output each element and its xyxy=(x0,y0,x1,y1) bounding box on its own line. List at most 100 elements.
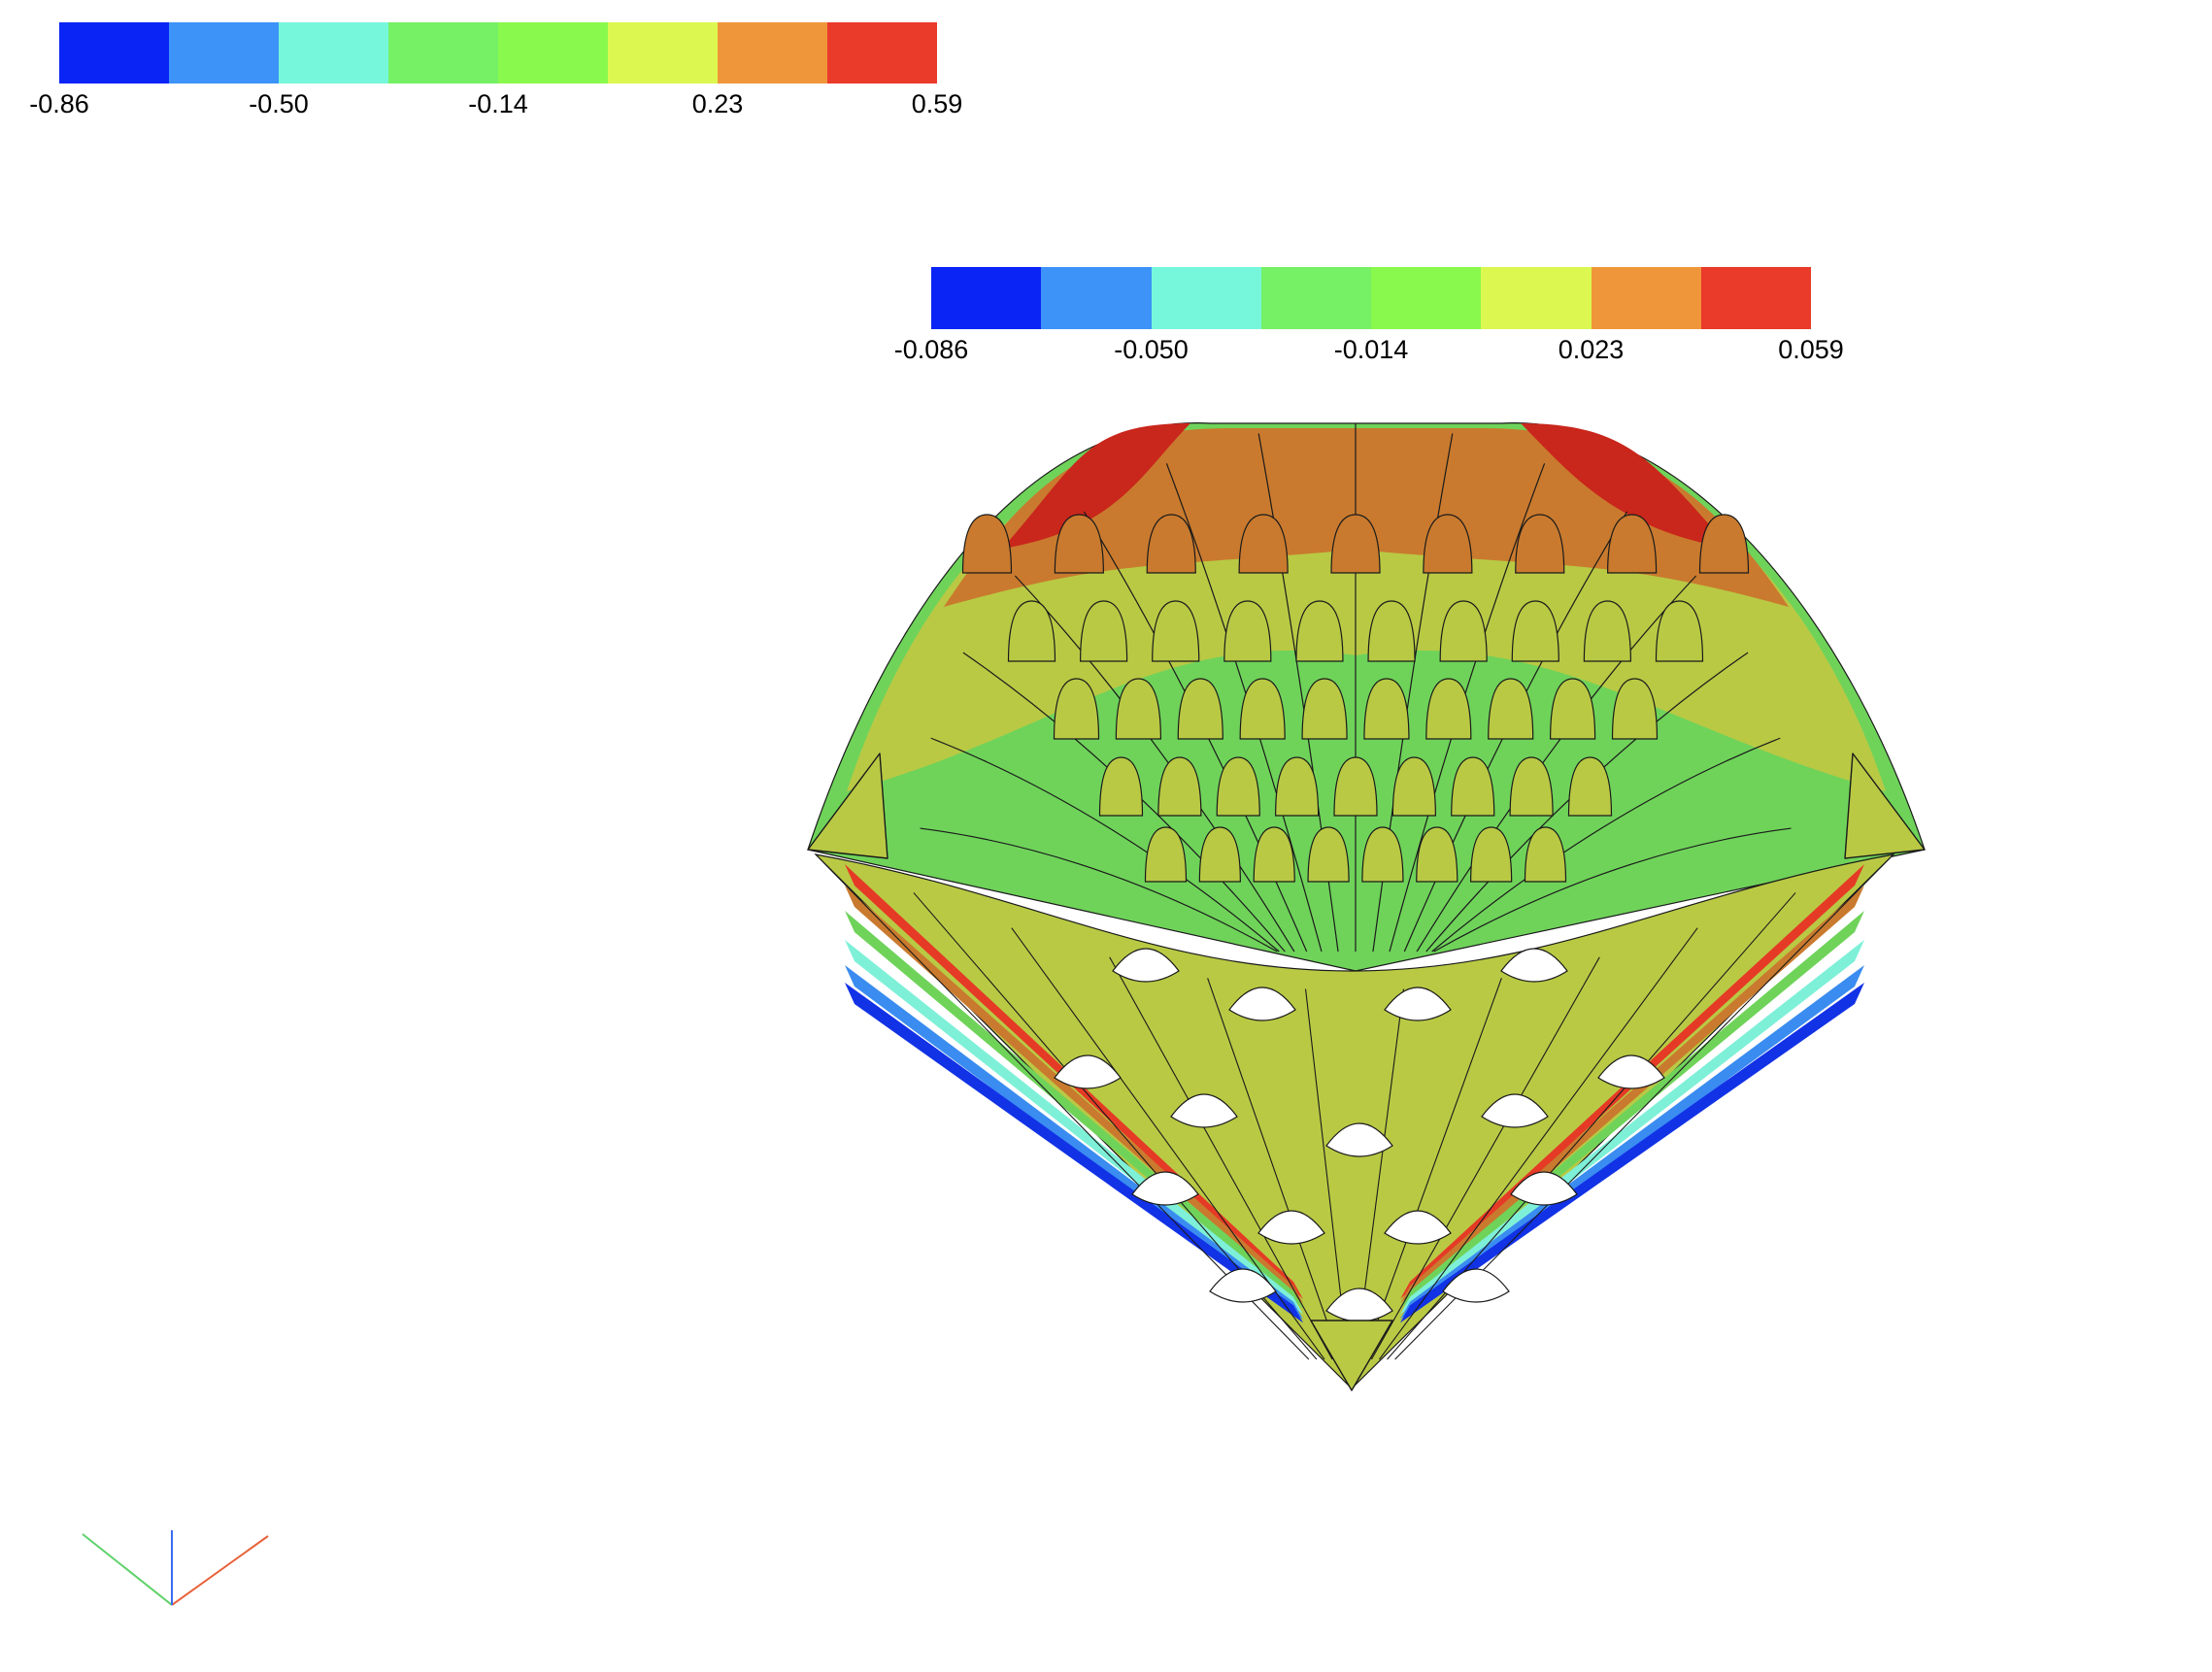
colorbar-bin xyxy=(1700,267,1811,329)
dome-petal xyxy=(1146,514,1196,574)
colorbar-bin xyxy=(718,22,827,84)
dome-petal xyxy=(1488,678,1534,740)
dome-petal xyxy=(1295,600,1344,662)
funnel-opening xyxy=(1500,948,1568,983)
funnel-opening xyxy=(1112,948,1180,983)
funnel-band-right xyxy=(1400,886,1864,1304)
left-flap xyxy=(807,752,888,859)
funnel-opening xyxy=(1510,1171,1578,1206)
pleat-rib xyxy=(1014,575,1295,953)
funnel-opening xyxy=(1325,1122,1393,1157)
dome-petal xyxy=(1416,826,1458,883)
shell-surface xyxy=(807,422,1926,1391)
colorbar-bin xyxy=(279,22,388,84)
dome-petal xyxy=(1524,826,1567,883)
dome-petal xyxy=(1451,756,1495,817)
dome-petal xyxy=(1152,600,1200,662)
dome-petal xyxy=(1053,678,1100,740)
dome-petal xyxy=(1177,678,1223,740)
dome-petal xyxy=(1307,826,1350,883)
dome-petal xyxy=(1655,600,1704,662)
dome-petal xyxy=(1157,756,1202,817)
pleat-rib xyxy=(1431,737,1781,953)
funnel-opening xyxy=(1131,1171,1199,1206)
colorbar-bin xyxy=(1041,267,1152,329)
dome-petal xyxy=(1423,514,1473,574)
pleat-rib xyxy=(930,737,1280,953)
colorbar-bin xyxy=(1151,267,1261,329)
pleat-rib xyxy=(1433,827,1792,953)
dome-crest-left xyxy=(1002,423,1190,549)
dome-petal xyxy=(1511,600,1559,662)
colorbar-bin xyxy=(1481,267,1592,329)
pleat-rib xyxy=(1389,463,1546,953)
dome-petal xyxy=(1223,600,1272,662)
dome-petal xyxy=(1363,678,1410,740)
dome-petal xyxy=(1367,600,1416,662)
dome-petal xyxy=(1509,756,1554,817)
dome-petal xyxy=(1698,514,1750,574)
dome-petal xyxy=(1238,514,1289,574)
funnel-band-right xyxy=(1400,940,1864,1315)
funnel-body xyxy=(814,853,1895,1389)
colorbar-bin xyxy=(1260,267,1371,329)
dome-petal xyxy=(1567,756,1613,817)
funnel-pleat xyxy=(1109,956,1333,1360)
dome-petal xyxy=(961,514,1013,574)
dome-petal xyxy=(1391,756,1436,817)
dome-petal xyxy=(1330,514,1381,574)
right-flap xyxy=(1844,752,1926,859)
dome-petal xyxy=(1216,756,1260,817)
dome-petal xyxy=(1611,678,1659,740)
secondary-colorbar-tick: -0.014 xyxy=(1333,335,1409,364)
colorbar-bin xyxy=(388,22,498,84)
funnel-opening xyxy=(1209,1268,1277,1303)
funnel-band-right xyxy=(1400,983,1864,1323)
dome-petal xyxy=(1583,600,1631,662)
dome-petal xyxy=(1470,826,1513,883)
secondary-colorbar-ticks: -0.086 -0.050 -0.014 0.023 0.059 xyxy=(894,335,1844,366)
dome-petal xyxy=(1115,678,1161,740)
dome-petal xyxy=(1515,514,1565,574)
colorbar-bin xyxy=(827,22,937,84)
dome-petal xyxy=(1439,600,1488,662)
funnel-opening xyxy=(1384,1210,1452,1245)
dome-petal xyxy=(1550,678,1596,740)
primary-colorbar-ticks: -0.86 -0.50 -0.14 0.23 0.59 xyxy=(29,89,962,120)
funnel-opening xyxy=(1384,986,1452,1021)
funnel-band-left xyxy=(845,911,1303,1309)
primary-colorbar-tick: -0.86 xyxy=(29,89,89,118)
primary-colorbar-tick: -0.14 xyxy=(468,89,528,118)
secondary-colorbar-tick: -0.086 xyxy=(893,335,969,364)
secondary-colorbar-tick: 0.023 xyxy=(1558,335,1625,364)
secondary-colorbar-tick: 0.059 xyxy=(1778,335,1844,364)
pleat-rib xyxy=(1416,575,1697,953)
funnel-band-left xyxy=(845,983,1303,1323)
primary-colorbar-tick: 0.23 xyxy=(691,89,744,118)
dome-petal xyxy=(1198,826,1241,883)
dome-petal xyxy=(1007,600,1056,662)
y-axis-line xyxy=(82,1533,173,1606)
primary-colorbar xyxy=(59,22,937,84)
dome-crest-right xyxy=(1521,423,1730,549)
dome-petal xyxy=(1144,826,1188,883)
secondary-colorbar-swatches xyxy=(931,267,1811,329)
funnel-band-right xyxy=(1400,911,1864,1309)
secondary-colorbar xyxy=(931,267,1811,329)
dome-petal xyxy=(1098,756,1144,817)
dome-petal xyxy=(1607,514,1658,574)
dome-petal xyxy=(1253,826,1295,883)
primary-colorbar-tick: -0.50 xyxy=(249,89,309,118)
colorbar-bin xyxy=(931,267,1042,329)
x-axis-line xyxy=(171,1535,269,1606)
pleat-rib xyxy=(1165,463,1323,953)
dome-petal xyxy=(1080,600,1128,662)
dome-petal xyxy=(1275,756,1320,817)
funnel-pleat xyxy=(1362,978,1502,1360)
funnel-pleat xyxy=(1379,927,1698,1360)
funnel-pleat xyxy=(1207,978,1341,1360)
funnel-opening xyxy=(1442,1268,1510,1303)
colorbar-bin xyxy=(169,22,279,84)
